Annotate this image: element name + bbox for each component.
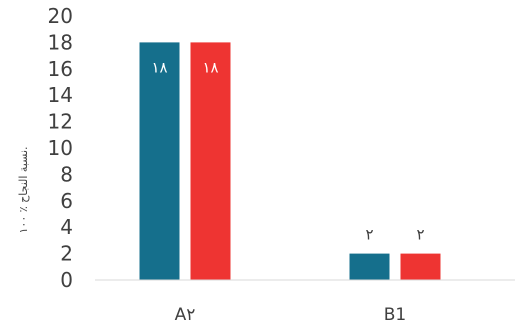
data-label: ٢ <box>365 226 373 244</box>
y-tick-label: 0 <box>60 268 73 292</box>
x-category-label: A٢ <box>175 305 196 325</box>
y-tick-label: 2 <box>60 242 73 266</box>
data-labels: ١٨ ١٨ ٢ ٢ <box>151 58 424 243</box>
bar <box>400 253 441 280</box>
bar <box>190 42 231 281</box>
y-tick-label: 14 <box>48 83 73 107</box>
data-label: ١٨ <box>151 58 167 76</box>
y-tick-label: 10 <box>48 136 73 160</box>
data-label: ١٨ <box>202 58 218 76</box>
data-label: ٢ <box>416 226 424 244</box>
bar <box>349 253 390 280</box>
y-tick-label: 6 <box>60 189 73 213</box>
y-tick-label: 20 <box>48 4 73 28</box>
bar <box>139 42 180 281</box>
x-category-label: B1 <box>384 305 406 325</box>
y-axis-label: نسبة النجاح ٪ ١٠٠. <box>17 146 30 233</box>
y-tick-label: 4 <box>60 215 73 239</box>
y-tick-label: 16 <box>48 57 73 81</box>
y-tick-label: 8 <box>60 162 73 186</box>
bars <box>139 42 441 281</box>
x-axis-categories: A٢ B1 <box>175 305 407 325</box>
y-tick-label: 18 <box>48 30 73 54</box>
y-tick-label: 12 <box>48 110 73 134</box>
